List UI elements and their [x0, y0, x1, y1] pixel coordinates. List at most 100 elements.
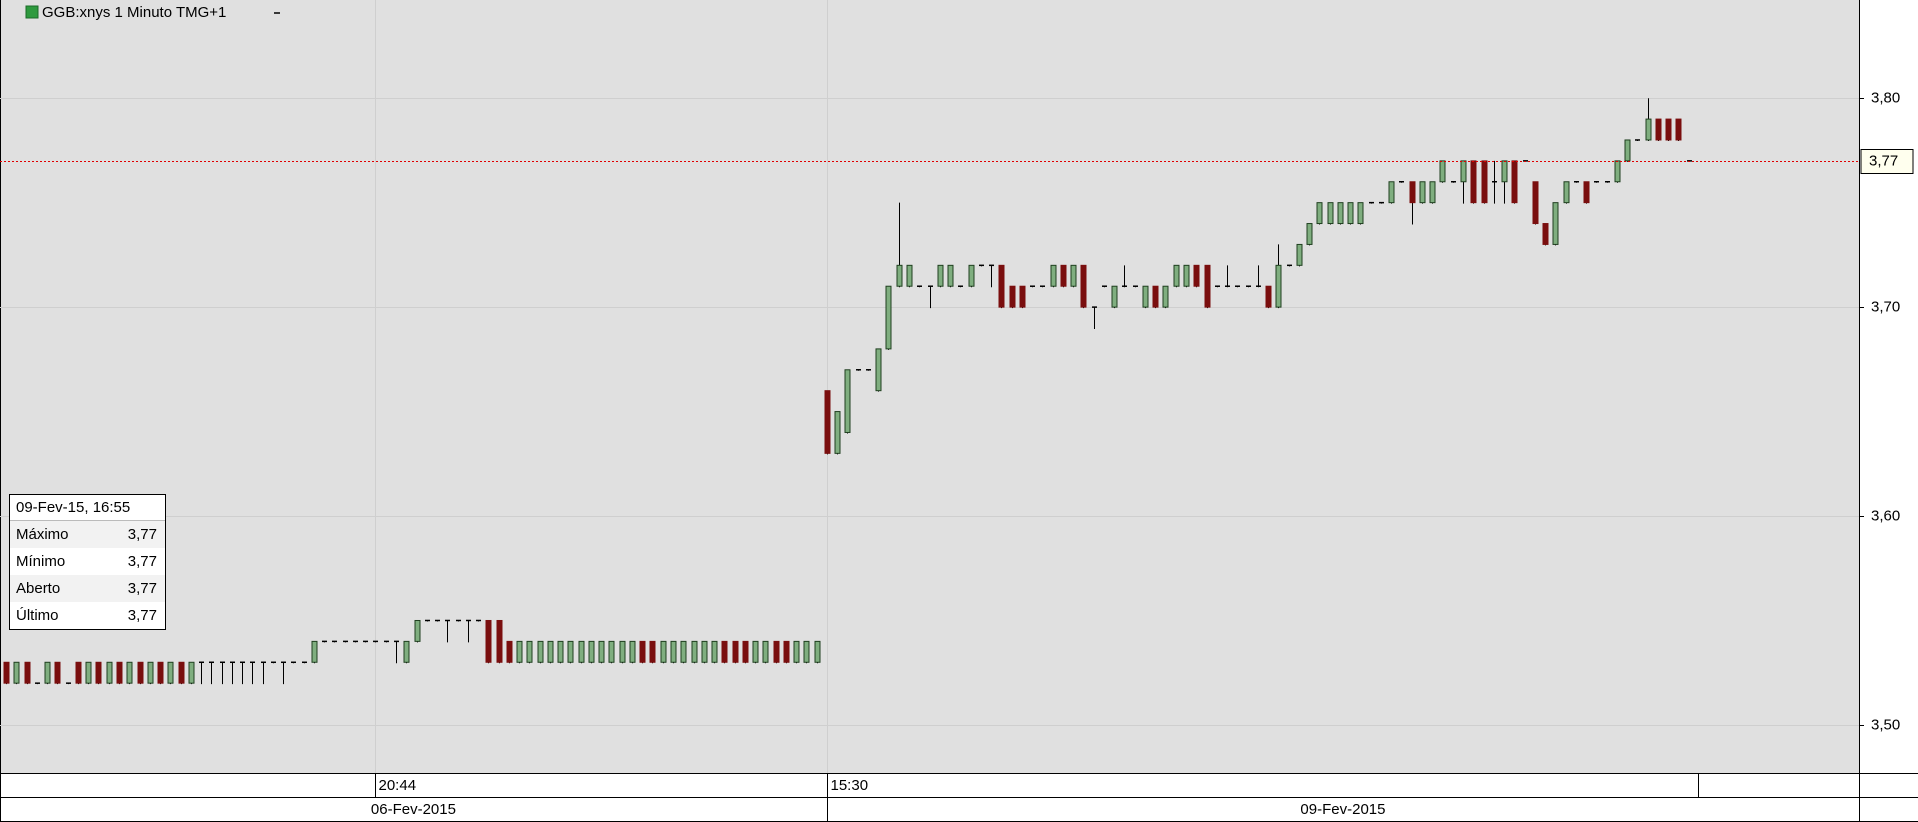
candle [1552, 202, 1559, 246]
candle-body [1542, 223, 1549, 245]
candle [1235, 285, 1240, 288]
candle-body [1665, 118, 1672, 141]
candle-body [1296, 243, 1303, 266]
candle [1316, 202, 1323, 225]
candle-body [1614, 160, 1621, 183]
candle-body [137, 661, 144, 684]
candle-body [875, 348, 882, 392]
info-box: 09-Fev-15, 16:55 Máximo 3,77 Mínimo 3,77 Abe… [9, 494, 166, 630]
candle [598, 640, 605, 664]
candle [998, 264, 1005, 309]
candle-body [506, 640, 513, 663]
candle-body [1111, 285, 1118, 308]
candle-body [793, 640, 800, 663]
candle [435, 619, 440, 622]
info-row: Aberto 3,77 [10, 575, 165, 602]
date-label: 09-Fev-2015 [1300, 801, 1385, 818]
candle [240, 661, 245, 685]
candle [476, 619, 481, 622]
candle-body [1337, 202, 1344, 225]
candle [311, 640, 318, 664]
chart-title[interactable]: GGB:xnys 1 Minuto TMG+1 [42, 4, 226, 21]
info-row: Último 3,77 [10, 602, 165, 629]
candle [1009, 285, 1016, 309]
candle-body [670, 640, 677, 663]
candle [291, 661, 296, 664]
candle [1439, 160, 1446, 183]
candle-body [485, 619, 492, 663]
candle-body [1511, 160, 1518, 204]
candle [271, 661, 276, 664]
candle [1092, 306, 1097, 330]
candle [1492, 160, 1497, 204]
candle [1347, 202, 1354, 225]
candle [803, 640, 810, 664]
candle-body [1439, 160, 1446, 183]
candle-body [629, 640, 636, 663]
info-value: 3,77 [127, 553, 157, 570]
candle [199, 661, 204, 685]
candle [220, 661, 225, 685]
candle [1287, 264, 1292, 267]
candle [1162, 285, 1169, 309]
candle [1594, 181, 1599, 183]
candle [1050, 264, 1057, 288]
candle-body [1501, 160, 1508, 183]
y-tick-label: 3,80 [1871, 89, 1900, 106]
candle-body [732, 640, 739, 663]
candle-body [1327, 202, 1334, 225]
candle-body [1265, 285, 1272, 308]
candle-body [516, 640, 523, 663]
candle-body [1060, 264, 1067, 287]
candle-body [701, 640, 708, 663]
candle-body [1357, 202, 1364, 225]
x-tick-label: 15:30 [831, 777, 869, 794]
plot-background [0, 0, 1859, 773]
candle [1215, 285, 1220, 288]
candle [670, 640, 677, 664]
candle-body [1388, 181, 1395, 204]
candle [1583, 181, 1590, 204]
candle-body [1655, 118, 1662, 141]
candle [95, 661, 102, 685]
candle-body [947, 264, 954, 287]
candle [209, 661, 214, 685]
candle [1102, 285, 1107, 288]
candle [343, 640, 348, 643]
candle-body [1183, 264, 1190, 287]
candle-body [1460, 160, 1467, 183]
candle-body [414, 619, 421, 642]
candle [1193, 264, 1200, 288]
candle-body [537, 640, 544, 663]
candle-body [1162, 285, 1169, 308]
candle [496, 619, 503, 664]
candle [1501, 160, 1508, 204]
candle [1399, 181, 1404, 183]
candle-body [1009, 285, 1016, 308]
candle [968, 264, 975, 288]
candle [917, 285, 922, 288]
candle-body [896, 264, 903, 287]
candle [660, 640, 667, 664]
candle [106, 661, 113, 685]
candle [1306, 223, 1313, 246]
candle [1296, 243, 1303, 267]
candle-body [711, 640, 718, 663]
info-label: Máximo [16, 526, 69, 543]
candle [649, 640, 656, 664]
candle [1409, 181, 1416, 225]
candle-body [619, 640, 626, 663]
candle [1451, 181, 1456, 183]
candle [1327, 202, 1334, 225]
candle-body [1080, 264, 1087, 308]
candle [384, 640, 389, 643]
candle [1142, 285, 1149, 309]
candle-body [547, 640, 554, 663]
candle-body [24, 661, 31, 684]
symbol-icon[interactable] [25, 5, 39, 19]
candle [281, 661, 286, 685]
candle-body [1419, 181, 1426, 204]
candle-body [608, 640, 615, 663]
candle-body [834, 411, 841, 454]
